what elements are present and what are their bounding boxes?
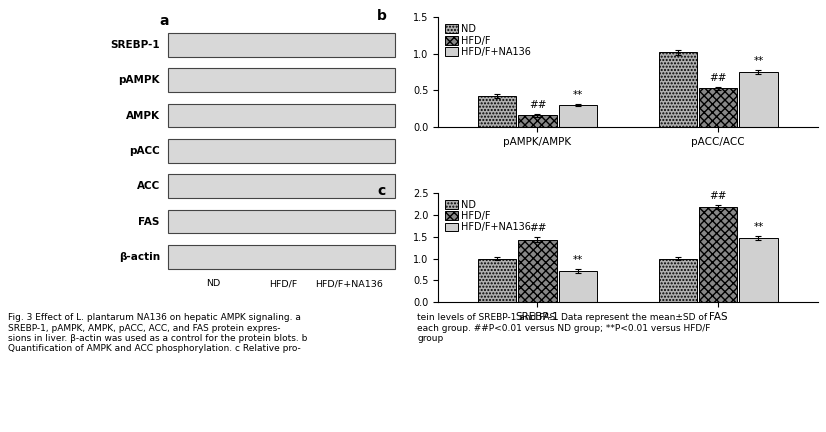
Bar — [659, 52, 697, 127]
Text: **: ** — [572, 255, 583, 265]
Bar — [168, 175, 395, 198]
Text: b: b — [377, 9, 387, 22]
Bar — [700, 207, 738, 302]
Text: HFD/F+NA136: HFD/F+NA136 — [316, 279, 383, 288]
Text: **: ** — [572, 90, 583, 100]
Text: **: ** — [753, 56, 763, 66]
Text: pAMPK: pAMPK — [118, 75, 159, 85]
Legend: ND, HFD/F, HFD/F+NA136: ND, HFD/F, HFD/F+NA136 — [443, 197, 534, 235]
Bar — [558, 271, 596, 302]
Text: AMPK: AMPK — [126, 111, 159, 121]
Bar — [739, 72, 777, 127]
Text: β-actin: β-actin — [119, 252, 159, 262]
Text: ##: ## — [710, 191, 727, 201]
Bar — [739, 238, 777, 302]
Text: ##: ## — [710, 73, 727, 83]
Text: c: c — [377, 184, 386, 198]
Text: tein levels of SREBP-1 and FAS. Data represent the mean±SD of
each group. ##P<0.: tein levels of SREBP-1 and FAS. Data rep… — [417, 313, 710, 343]
Bar — [519, 115, 557, 127]
Bar — [168, 104, 395, 127]
Text: ACC: ACC — [136, 181, 159, 191]
Bar — [168, 33, 395, 57]
Text: ##: ## — [529, 223, 546, 233]
Text: SREBP-1: SREBP-1 — [110, 40, 159, 50]
Text: ##: ## — [529, 100, 546, 110]
Text: ND: ND — [206, 279, 221, 288]
Bar — [659, 258, 697, 302]
Bar — [478, 96, 516, 127]
Text: a: a — [159, 14, 169, 29]
Bar — [519, 240, 557, 302]
Text: pACC: pACC — [129, 146, 159, 156]
Legend: ND, HFD/F, HFD/F+NA136: ND, HFD/F, HFD/F+NA136 — [443, 22, 534, 59]
Bar — [478, 258, 516, 302]
Bar — [168, 245, 395, 269]
Bar — [168, 210, 395, 233]
Text: FAS: FAS — [139, 216, 159, 226]
Bar — [558, 105, 596, 127]
Text: HFD/F: HFD/F — [269, 279, 297, 288]
Bar — [168, 139, 395, 163]
Bar — [700, 88, 738, 127]
Bar — [168, 68, 395, 92]
Text: **: ** — [753, 222, 763, 232]
Text: Fig. 3 Effect of L. plantarum NA136 on hepatic AMPK signaling. a
SREBP-1, pAMPK,: Fig. 3 Effect of L. plantarum NA136 on h… — [8, 313, 307, 353]
